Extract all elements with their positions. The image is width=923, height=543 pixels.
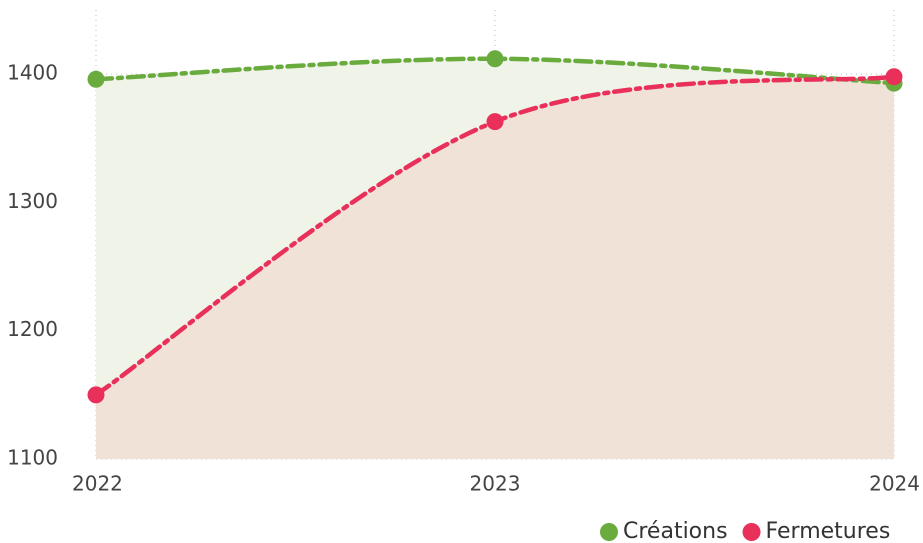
x-tick-label: 2023: [470, 472, 521, 496]
y-tick-label: 1300: [7, 189, 58, 213]
point: [486, 50, 504, 68]
y-tick-label: 1200: [7, 317, 58, 341]
legend-marker: [600, 523, 618, 541]
point: [87, 386, 105, 404]
x-tick-label: 2024: [869, 472, 920, 496]
area: [96, 76, 894, 460]
y-tick-label: 1400: [7, 61, 58, 85]
y-tick-label: 1100: [7, 446, 58, 470]
legend-label: Créations: [623, 519, 728, 543]
point: [486, 113, 504, 131]
x-tick-label: 2022: [72, 472, 123, 496]
legend-label: Fermetures: [766, 519, 891, 543]
point: [87, 70, 105, 88]
point: [885, 68, 903, 86]
legend-marker: [742, 523, 761, 541]
